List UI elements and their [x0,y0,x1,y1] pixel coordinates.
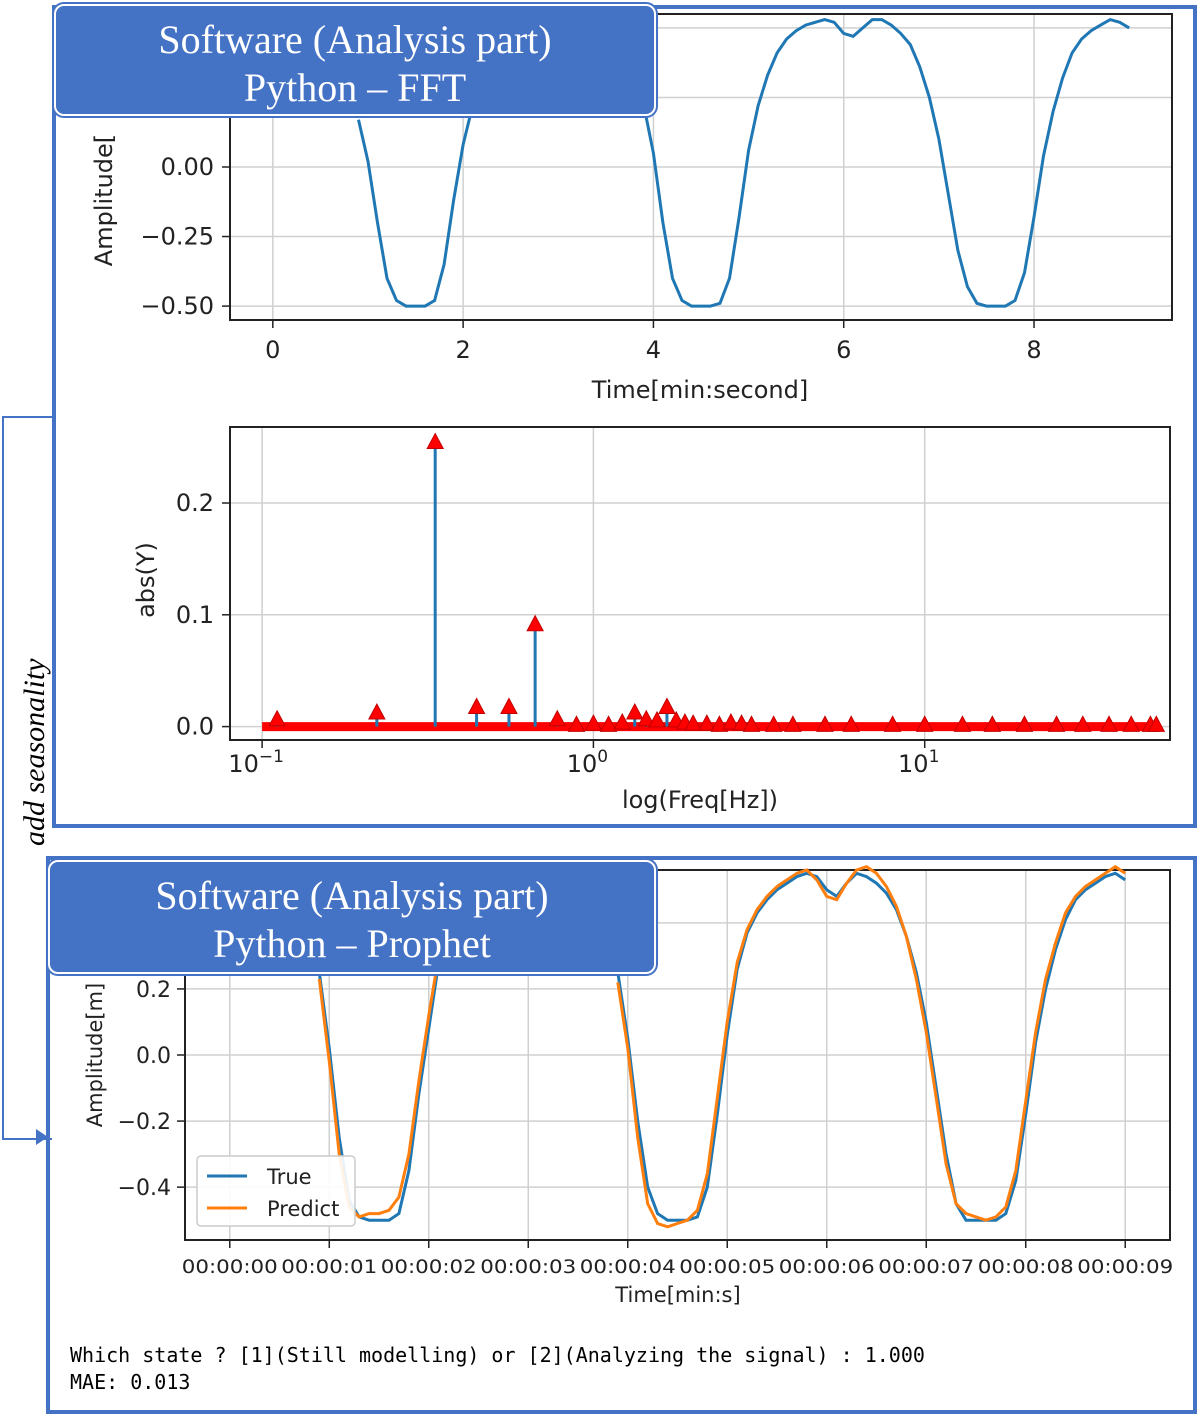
x-axis-label: log(Freq[Hz]) [622,786,778,814]
y-tick-label: −0.2 [118,1110,171,1135]
stem-marker [1047,715,1066,732]
y-tick-label: 0.2 [136,978,171,1003]
stem-marker [613,713,632,730]
y-tick-label: −0.4 [118,1176,171,1201]
stem-marker [816,715,834,732]
stem-marker [426,432,445,450]
y-tick-label: 0.1 [176,601,214,629]
stem-marker [648,710,666,728]
y-tick-label: 0.0 [176,713,214,741]
y-tick-label: 0.00 [161,153,214,181]
stem-marker [599,715,618,732]
stem-marker [1015,715,1034,732]
stem-marker [548,709,567,727]
stem-marker [684,714,702,731]
stem-marker [368,702,386,720]
stem-marker [467,697,486,714]
seasonality-bracket [2,416,52,1140]
legend-label: True [266,1165,312,1189]
prophet-title-line2: Python – Prophet [213,921,491,966]
stem-marker [698,714,716,731]
x-tick-label: 100 [567,747,608,778]
stem-marker [953,715,972,732]
stem-marker [526,614,544,632]
stem-marker [637,709,656,727]
legend-label: Predict [267,1197,339,1221]
y-tick-label: −0.25 [140,223,214,251]
stem-marker [1122,715,1141,732]
console-output: Which state ? [1](Still modelling) or [2… [70,1342,925,1396]
prophet-panel-border [46,856,1197,1414]
plot-frame [229,426,1171,741]
series-line-true [616,871,1127,1222]
x-axis-label: Time[min:second] [591,376,808,404]
stem-marker [500,697,518,714]
y-tick-label: 0.2 [176,489,214,517]
x-tick-label: 00:00:07 [878,1256,974,1278]
x-tick-label: 00:00:06 [779,1256,875,1278]
plot-frame [184,869,1171,1241]
x-tick-label: 2 [455,336,470,364]
stem-marker [784,715,802,732]
x-tick-label: 00:00:09 [1077,1256,1173,1278]
stem-marker [842,715,861,732]
stem-marker [1100,715,1118,732]
stem-marker [742,715,761,732]
x-tick-label: 00:00:00 [182,1256,278,1278]
x-axis-label: Time[min:s] [614,1283,740,1307]
plot-frame [229,13,1173,321]
x-tick-label: 8 [1026,336,1041,364]
fft-title-line1: Software (Analysis part) [158,17,552,62]
x-tick-label: 00:00:04 [580,1256,676,1278]
console-state-line: Which state ? [1](Still modelling) or [2… [70,1343,925,1367]
fft-title-box: Software (Analysis part) Python – FFT [54,4,656,116]
stem-marker [764,715,783,732]
signal-line [642,17,1130,308]
x-tick-label: 4 [646,336,661,364]
stem-marker [268,709,286,727]
x-tick-label: 00:00:01 [281,1256,377,1278]
stem-marker [722,713,740,730]
series-line-true [317,962,441,1222]
series-line-predict [616,864,1127,1229]
series-line-predict [317,955,441,1219]
stem-marker [567,715,586,732]
stem-marker [1073,715,1092,732]
console-mae-line: MAE: 0.013 [70,1370,191,1394]
stem-marker [915,715,934,732]
x-tick-label: 0 [265,336,280,364]
x-tick-label: 00:00:03 [480,1256,576,1278]
y-axis-label: abs(Y) [132,542,160,618]
stem-marker [584,714,603,731]
y-tick-label: 0.0 [136,1044,171,1069]
x-tick-label: 00:00:02 [381,1256,477,1278]
stem-marker [625,702,644,720]
y-axis-label: Amplitude[ [90,134,118,266]
signal-line [357,105,475,308]
x-tick-label: 6 [836,336,851,364]
prophet-title-line1: Software (Analysis part) [155,873,549,918]
fft-title-line2: Python – FFT [243,65,467,110]
x-tick-label: 00:00:08 [978,1256,1074,1278]
stem-marker [1147,715,1166,732]
x-tick-label: 00:00:05 [679,1256,775,1278]
prophet-title-box: Software (Analysis part) Python – Prophe… [48,860,656,974]
stem-marker [883,715,902,732]
y-axis-label: Amplitude[m] [83,983,107,1127]
y-tick-label: −0.50 [140,292,214,320]
stem-marker [983,715,1002,732]
stem-marker [658,697,676,714]
